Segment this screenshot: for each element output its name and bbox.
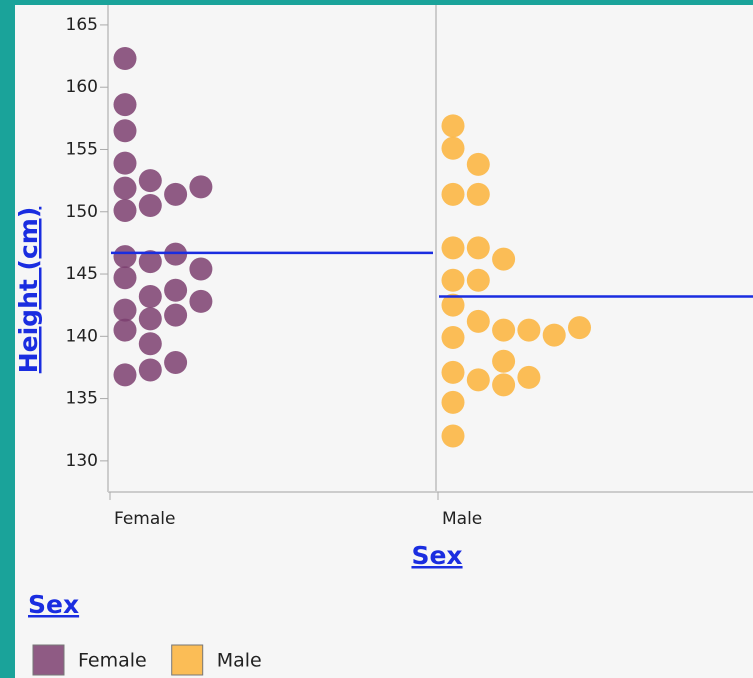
dot [466, 309, 490, 333]
dot [113, 298, 137, 322]
dot [164, 278, 188, 302]
dot [492, 349, 516, 373]
dot [466, 152, 490, 176]
dot [189, 289, 213, 313]
y-tick-label: 140 [66, 326, 98, 346]
dot [466, 268, 490, 292]
dot [517, 365, 541, 389]
legend-label: Male [217, 650, 262, 672]
y-tick-label: 145 [66, 264, 98, 284]
dot [138, 358, 162, 382]
dot [492, 318, 516, 342]
dot [492, 373, 516, 397]
dot [113, 199, 137, 223]
dot [466, 182, 490, 206]
y-tick-label: 150 [66, 202, 98, 222]
dot [441, 390, 465, 414]
dot [441, 293, 465, 317]
dot [113, 151, 137, 175]
dot [441, 360, 465, 384]
dot [441, 136, 465, 160]
dot [517, 318, 541, 342]
x-axis-label[interactable]: Sex [411, 541, 462, 570]
x-tick-label: Female [114, 509, 175, 529]
dot [441, 268, 465, 292]
dot [138, 169, 162, 193]
dot [113, 318, 137, 342]
dot [113, 245, 137, 269]
dot [138, 307, 162, 331]
legend-swatch [171, 644, 204, 676]
legend-title[interactable]: Sex [28, 590, 79, 619]
dot [542, 323, 566, 347]
dot [189, 175, 213, 199]
dot [466, 368, 490, 392]
dot [466, 236, 490, 260]
dot [568, 316, 591, 340]
x-tick-label: Male [442, 509, 482, 529]
dot [138, 250, 162, 274]
dot [138, 284, 162, 308]
dot [113, 363, 137, 387]
dot [138, 194, 162, 218]
y-tick-label: 155 [66, 139, 98, 159]
dot [492, 247, 516, 271]
y-tick-label: 160 [66, 77, 98, 97]
y-axis-label[interactable]: Height (cm) [14, 207, 43, 374]
dot [441, 424, 465, 448]
dot [189, 257, 213, 281]
dot [441, 114, 465, 138]
legend-label: Female [78, 650, 147, 672]
dot [113, 266, 137, 290]
dot [441, 182, 465, 206]
y-tick-label: 130 [66, 451, 98, 471]
dot [113, 119, 137, 143]
dot [164, 350, 188, 374]
dot [113, 47, 137, 71]
dot [113, 176, 137, 200]
y-tick-label: 135 [66, 389, 98, 409]
panel [15, 5, 753, 678]
dot [164, 303, 188, 327]
legend-swatch [32, 644, 65, 676]
dot [441, 236, 465, 260]
dot [441, 326, 465, 350]
dot [113, 93, 137, 117]
dot [164, 182, 188, 206]
dot [138, 332, 162, 356]
y-tick-label: 165 [66, 15, 98, 35]
